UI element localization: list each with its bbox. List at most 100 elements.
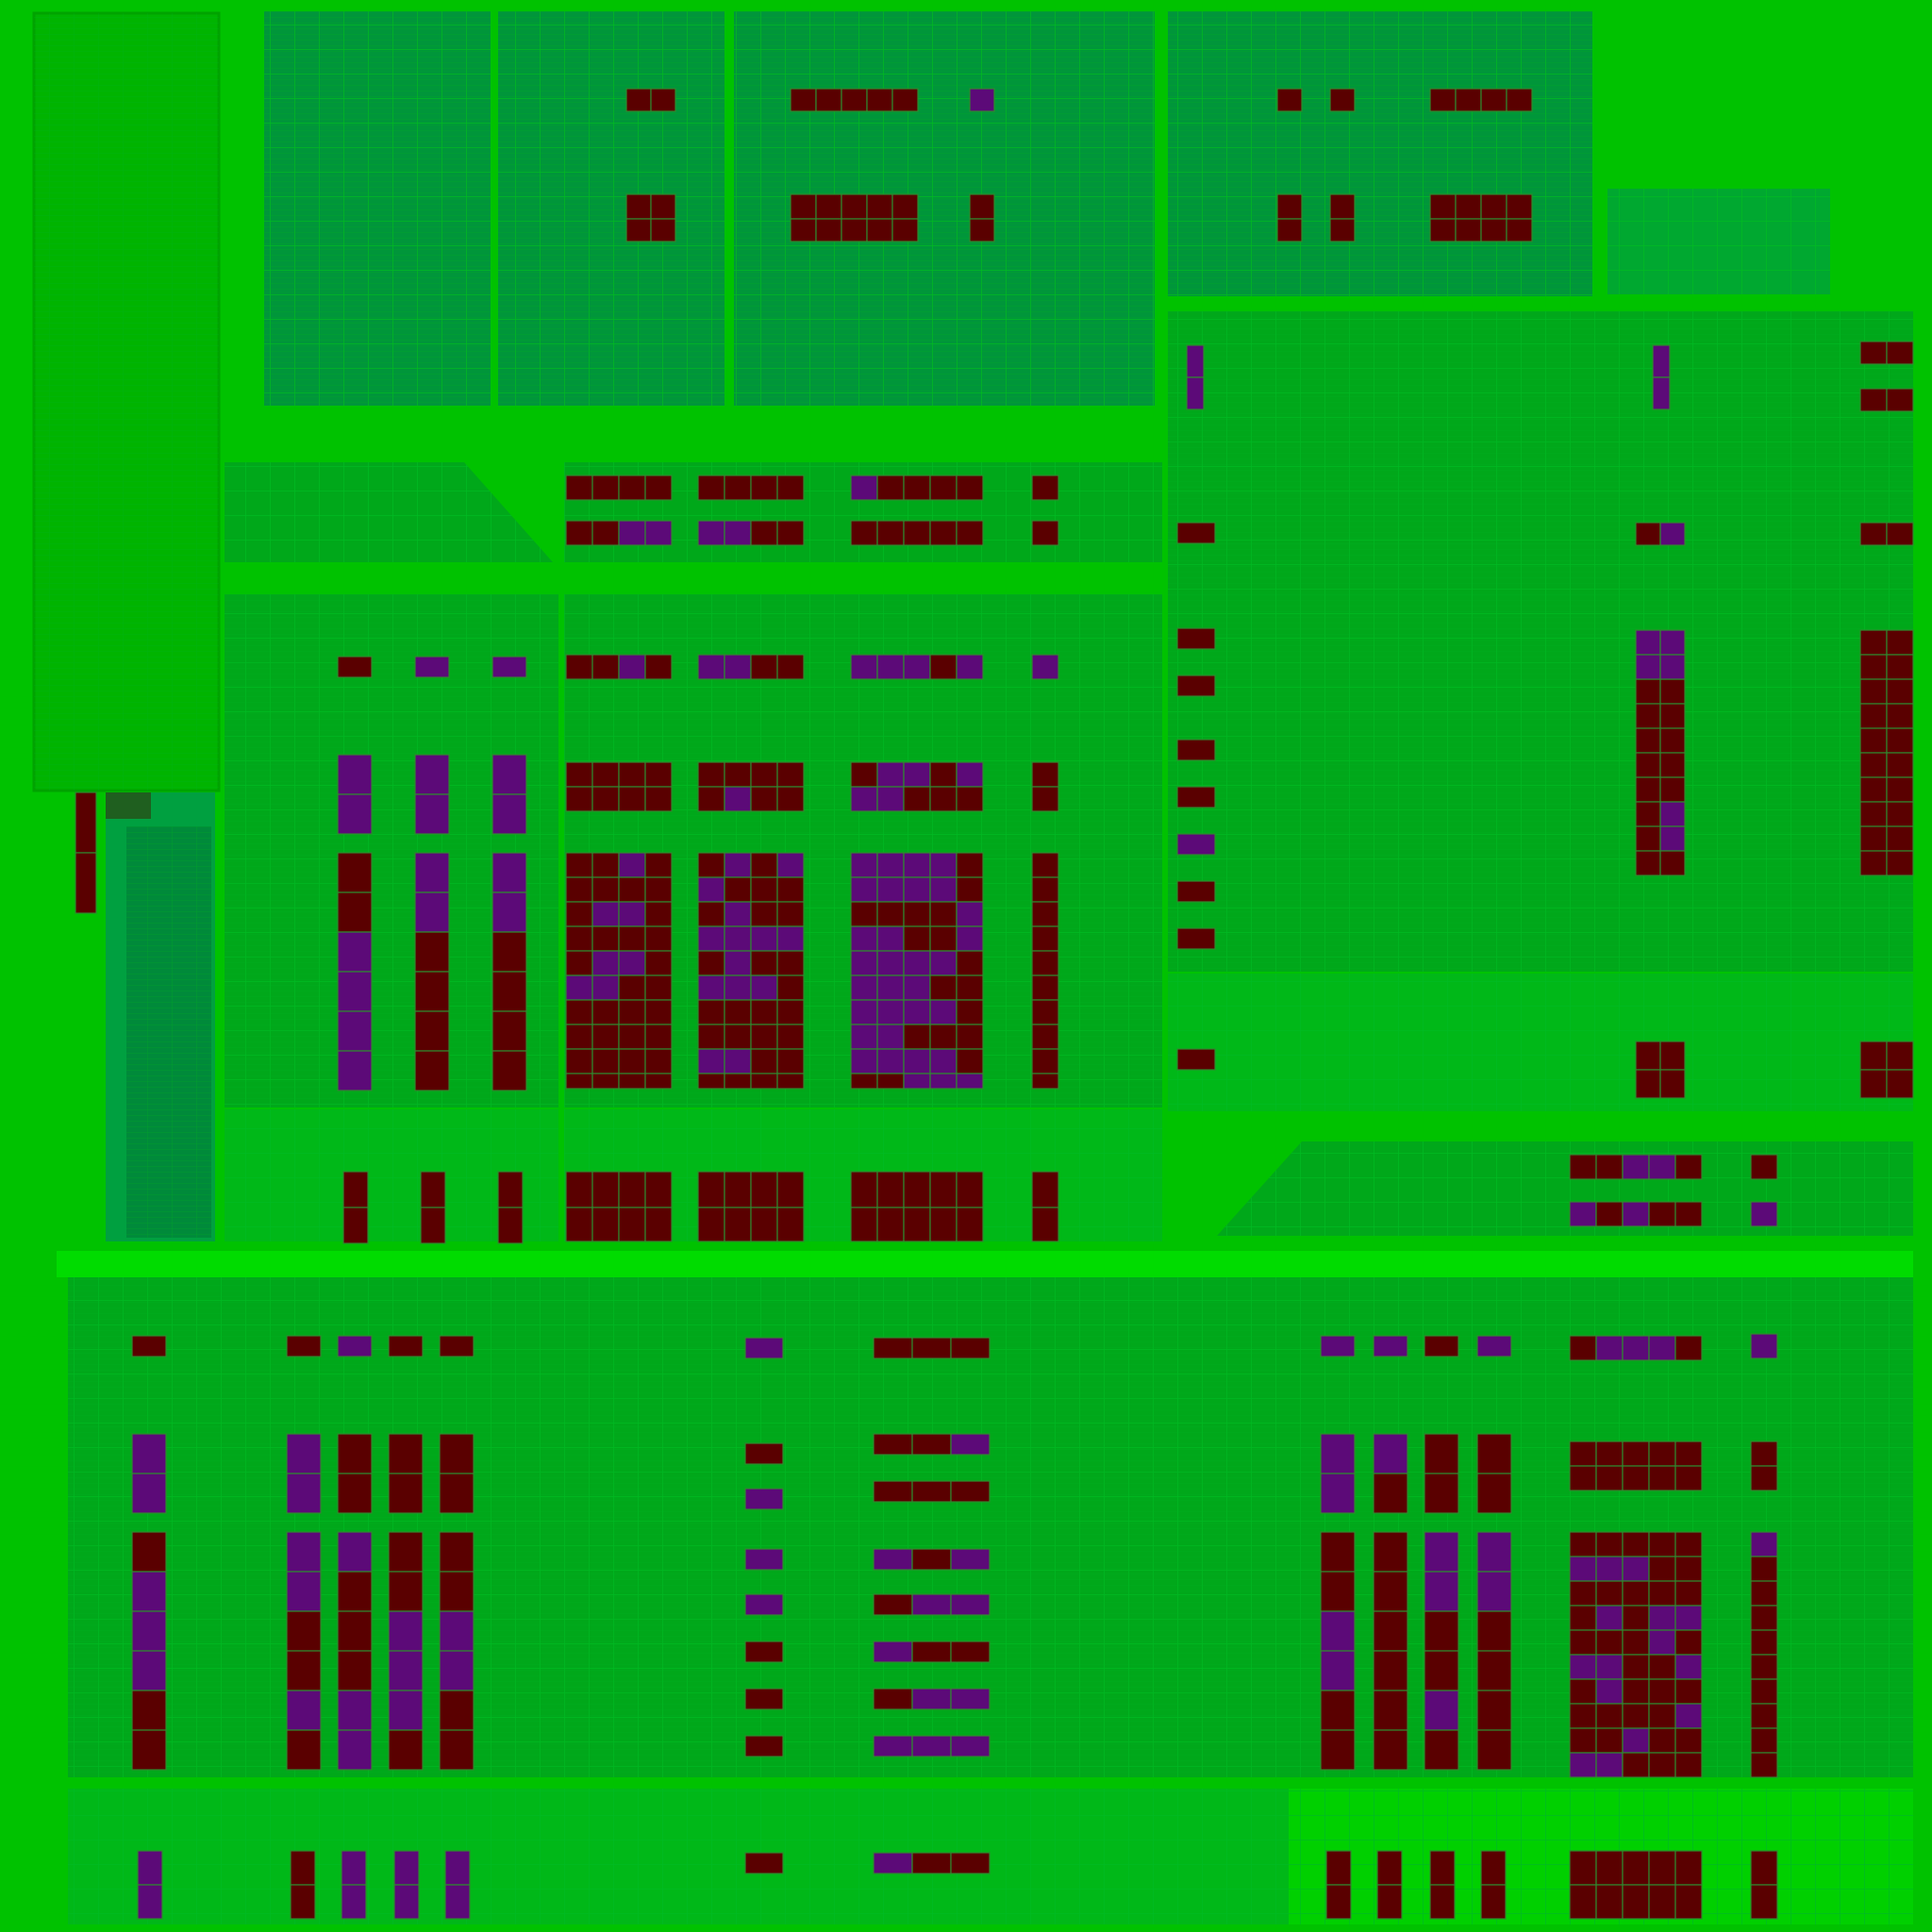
marker-cell-341 xyxy=(750,1073,778,1090)
marker-cell-585 xyxy=(1569,1752,1597,1778)
marker-cell-447 xyxy=(388,1610,424,1652)
marker-cell-188 xyxy=(497,1171,524,1208)
marker-cell-494 xyxy=(911,1433,952,1456)
marker-cell-577 xyxy=(1674,1703,1703,1729)
marker-cell-538 xyxy=(1595,1556,1624,1582)
marker-cell-62 xyxy=(1176,1048,1216,1071)
marker-cell-163 xyxy=(414,793,450,835)
marker-cell-11 xyxy=(650,218,676,242)
marker-cell-523 xyxy=(1674,1441,1703,1467)
marker-cell-50 xyxy=(1176,522,1216,544)
marker-cell-559 xyxy=(1674,1629,1703,1656)
marker-cell-501 xyxy=(744,1641,784,1663)
marker-cell-137 xyxy=(850,520,878,546)
marker-cell-464 xyxy=(1320,1650,1356,1691)
marker-cell-217 xyxy=(1031,786,1059,812)
marker-cell-139 xyxy=(903,520,931,546)
marker-cell-277 xyxy=(644,950,673,976)
marker-cell-392 xyxy=(1674,1154,1703,1180)
marker-cell-513 xyxy=(873,1688,913,1710)
marker-cell-532 xyxy=(1595,1531,1624,1557)
marker-cell-433 xyxy=(286,1690,322,1731)
marker-cell-2 xyxy=(790,88,817,112)
marker-cell-386 xyxy=(75,791,97,854)
marker-cell-147 xyxy=(697,654,725,680)
marker-cell-268 xyxy=(850,925,878,952)
marker-cell-208 xyxy=(903,761,931,788)
marker-cell-350 xyxy=(903,1048,931,1074)
marker-cell-541 xyxy=(1674,1556,1703,1582)
marker-cell-164 xyxy=(491,754,527,795)
marker-cell-331 xyxy=(697,1024,725,1050)
marker-cell-120 xyxy=(724,475,752,501)
marker-cell-216 xyxy=(1031,761,1059,788)
marker-cell-128 xyxy=(1031,475,1059,501)
marker-cell-161 xyxy=(337,793,373,835)
marker-cell-441 xyxy=(337,1690,373,1731)
marker-cell-15 xyxy=(866,193,893,220)
marker-cell-79 xyxy=(1635,825,1661,852)
marker-cell-575 xyxy=(1622,1703,1650,1729)
marker-cell-500 xyxy=(744,1593,784,1616)
marker-cell-318 xyxy=(1031,1073,1059,1090)
marker-cell-502 xyxy=(744,1688,784,1710)
marker-cell-563 xyxy=(1622,1654,1650,1680)
marker-cell-47 xyxy=(1886,341,1914,365)
marker-cell-432 xyxy=(286,1650,322,1691)
marker-cell-45 xyxy=(1652,376,1671,410)
marker-cell-70 xyxy=(1659,703,1686,729)
marker-cell-556 xyxy=(1595,1629,1624,1656)
marker-cell-234 xyxy=(618,876,646,903)
marker-cell-414 xyxy=(1595,1335,1624,1361)
marker-cell-592 xyxy=(137,1884,163,1920)
marker-cell-99 xyxy=(1859,776,1888,803)
marker-cell-349 xyxy=(876,1048,905,1074)
marker-cell-24 xyxy=(1276,88,1303,112)
marker-cell-54 xyxy=(1886,522,1914,546)
marker-cell-199 xyxy=(724,761,752,788)
marker-cell-271 xyxy=(929,925,958,952)
marker-cell-149 xyxy=(750,654,778,680)
marker-cell-274 xyxy=(565,950,593,976)
marker-cell-166 xyxy=(337,852,373,893)
marker-cell-48 xyxy=(1859,388,1888,412)
marker-cell-247 xyxy=(591,901,620,927)
marker-cell-4 xyxy=(841,88,868,112)
marker-cell-363 xyxy=(724,1171,752,1208)
marker-cell-548 xyxy=(1750,1580,1778,1607)
marker-cell-345 xyxy=(903,1024,931,1050)
marker-cell-28 xyxy=(1480,88,1507,112)
marker-cell-588 xyxy=(1648,1752,1676,1778)
marker-cell-265 xyxy=(724,925,752,952)
marker-cell-403 xyxy=(388,1335,424,1357)
marker-cell-479 xyxy=(1424,1610,1459,1652)
marker-cell-344 xyxy=(876,1024,905,1050)
marker-cell-320 xyxy=(591,1024,620,1050)
marker-cell-442 xyxy=(337,1729,373,1771)
marker-cell-258 xyxy=(956,901,984,927)
marker-cell-347 xyxy=(956,1024,984,1050)
marker-cell-621 xyxy=(1648,1884,1676,1920)
marker-cell-415 xyxy=(1622,1335,1650,1361)
marker-cell-175 xyxy=(414,971,450,1012)
marker-cell-410 xyxy=(1373,1335,1408,1357)
marker-cell-364 xyxy=(750,1171,778,1208)
marker-cell-481 xyxy=(1424,1690,1459,1731)
marker-cell-380 xyxy=(850,1207,878,1242)
marker-cell-384 xyxy=(956,1207,984,1242)
marker-cell-73 xyxy=(1635,752,1661,778)
marker-cell-564 xyxy=(1648,1654,1676,1680)
cell-markers xyxy=(75,88,1914,1920)
marker-cell-228 xyxy=(903,852,931,878)
marker-cell-558 xyxy=(1648,1629,1676,1656)
marker-cell-168 xyxy=(337,931,373,973)
marker-cell-313 xyxy=(929,999,958,1025)
marker-cell-388 xyxy=(1569,1154,1597,1180)
marker-cell-491 xyxy=(744,1442,784,1465)
marker-cell-296 xyxy=(850,974,878,1001)
marker-cell-280 xyxy=(750,950,778,976)
marker-cell-71 xyxy=(1635,727,1661,754)
marker-cell-69 xyxy=(1635,703,1661,729)
marker-cell-95 xyxy=(1859,727,1888,754)
marker-cell-98 xyxy=(1886,752,1914,778)
